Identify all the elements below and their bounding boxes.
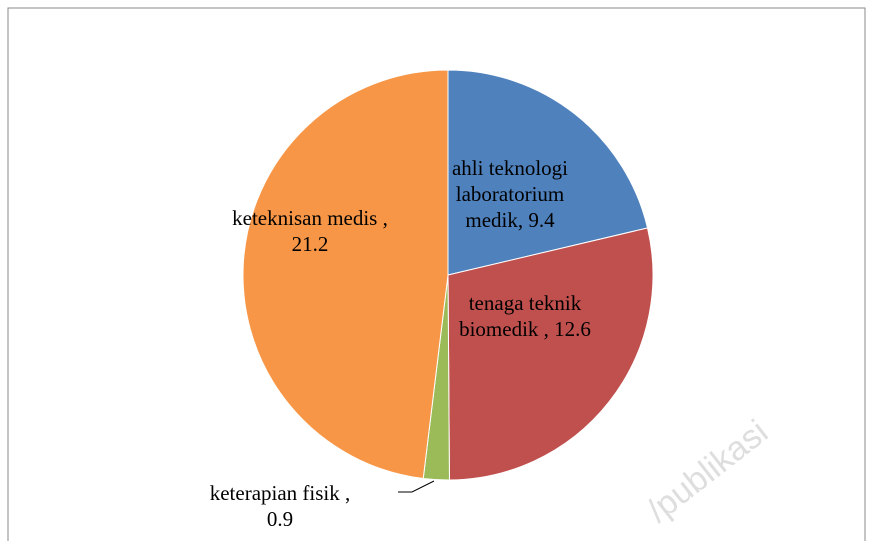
pie-slice [242, 69, 449, 480]
pie-slice [447, 69, 649, 276]
data-label: keterapian fisik , 0.9 [209, 481, 351, 531]
data-label: ahli teknologi laboratorium medik, 9.4 [451, 156, 569, 232]
leader-line [398, 480, 435, 493]
data-label: tenaga teknik biomedik , 12.6 [459, 291, 591, 341]
chart-frame [7, 7, 866, 541]
data-label: keteknisan medis , 21.2 [232, 206, 388, 256]
pie-slice [447, 227, 654, 481]
